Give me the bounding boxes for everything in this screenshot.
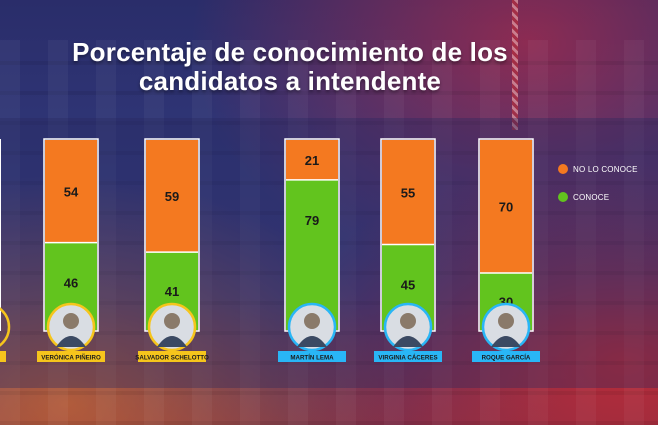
data-label-conoce-virginia-caceres: 45 bbox=[401, 278, 415, 293]
bar-no-lo-conoce-roque-garcia bbox=[480, 140, 532, 273]
data-label-conoce-martin-lema: 79 bbox=[305, 213, 319, 228]
candidate-name-salvador-schelotto: SALVADOR SCHELOTTO bbox=[135, 354, 209, 361]
chart-title-line-2: candidatos a intendente bbox=[138, 66, 442, 96]
avatar-body-salvador-schelotto bbox=[157, 336, 187, 347]
name-label-bg-martin-lema bbox=[278, 351, 346, 362]
bar-no-lo-conoce-veronica-pineiro bbox=[45, 140, 97, 243]
avatar-body-roque-garcia bbox=[491, 336, 521, 347]
partial-bar-edge bbox=[0, 139, 1, 331]
avatar-head-roque-garcia bbox=[498, 313, 514, 329]
candidate-name-roque-garcia: ROQUE GARCÍA bbox=[482, 353, 531, 361]
name-label-bg-salvador-schelotto bbox=[138, 351, 206, 362]
avatar-body-virginia-caceres bbox=[393, 336, 423, 347]
candidate-name-virginia-caceres: VIRGINIA CÁCERES bbox=[378, 354, 437, 361]
legend-label-no-lo-conoce: NO LO CONOCE bbox=[573, 164, 638, 174]
chart-title-line-1: Porcentaje de conocimiento de los bbox=[72, 37, 508, 67]
legend-swatch-conoce bbox=[558, 192, 568, 202]
data-label-conoce-veronica-pineiro: 46 bbox=[64, 276, 78, 291]
candidate-name-veronica-pineiro: VERÓNICA PIÑEIRO bbox=[41, 353, 101, 361]
partial-name-label-edge bbox=[0, 351, 6, 362]
name-label-bg-roque-garcia bbox=[472, 351, 540, 362]
avatar-head-veronica-pineiro bbox=[63, 313, 79, 329]
bar-no-lo-conoce-salvador-schelotto bbox=[146, 140, 198, 253]
avatar-body-veronica-pineiro bbox=[56, 336, 86, 347]
name-label-bg-virginia-caceres bbox=[374, 351, 442, 362]
bar-no-lo-conoce-virginia-caceres bbox=[382, 140, 434, 245]
data-label-no-lo-conoce-salvador-schelotto: 59 bbox=[165, 189, 179, 204]
data-label-no-lo-conoce-veronica-pineiro: 54 bbox=[64, 184, 79, 199]
data-label-no-lo-conoce-virginia-caceres: 55 bbox=[401, 185, 415, 200]
partial-avatar-edge bbox=[0, 307, 11, 347]
legend-item-conoce: CONOCE bbox=[558, 183, 638, 211]
data-label-conoce-salvador-schelotto: 41 bbox=[165, 284, 179, 299]
avatar-head-virginia-caceres bbox=[400, 313, 416, 329]
legend: NO LO CONOCE CONOCE bbox=[558, 155, 638, 211]
legend-swatch-no-lo-conoce bbox=[558, 164, 568, 174]
name-label-bg-veronica-pineiro bbox=[37, 351, 105, 362]
legend-item-no-lo-conoce: NO LO CONOCE bbox=[558, 155, 638, 183]
legend-label-conoce: CONOCE bbox=[573, 192, 610, 202]
chart-title: Porcentaje de conocimiento de los candid… bbox=[0, 38, 580, 96]
bar-no-lo-conoce-martin-lema bbox=[286, 140, 338, 180]
background-crane bbox=[512, 0, 518, 130]
candidate-name-martin-lema: MARTÍN LEMA bbox=[290, 353, 334, 361]
avatar-head-martin-lema bbox=[304, 313, 320, 329]
data-label-no-lo-conoce-martin-lema: 21 bbox=[305, 153, 319, 168]
avatar-body-martin-lema bbox=[297, 336, 327, 347]
avatar-head-salvador-schelotto bbox=[164, 313, 180, 329]
data-label-no-lo-conoce-roque-garcia: 70 bbox=[499, 200, 513, 215]
